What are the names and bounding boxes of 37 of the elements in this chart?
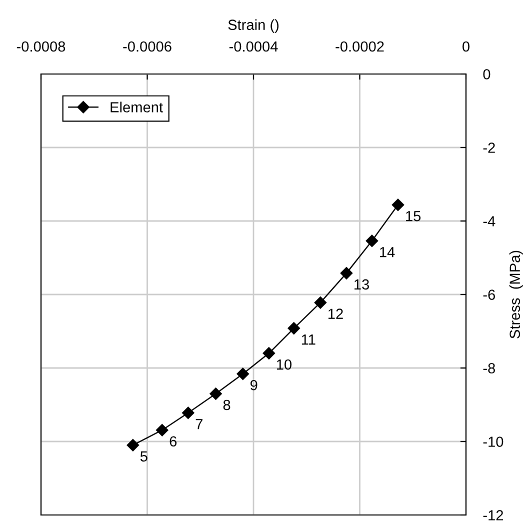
annotation: 11: [302, 334, 316, 345]
y-tick-label: -4: [483, 216, 496, 226]
annotation: 5: [140, 451, 148, 462]
y-tick-label: -12: [483, 510, 504, 520]
y-tick-label: -10: [483, 436, 504, 447]
legend-label: Element: [110, 102, 163, 112]
x-tick-label: 0: [462, 41, 470, 52]
point: [210, 388, 222, 400]
annotation: 10: [276, 359, 292, 370]
point: [366, 234, 378, 247]
x-axis-title: Strain (): [228, 19, 279, 33]
annotation: 12: [328, 308, 343, 319]
point: [156, 424, 168, 436]
annotation: 9: [250, 380, 258, 390]
y-tick-label: -8: [483, 363, 495, 374]
x-tick-label: -0.0004: [229, 41, 278, 52]
point: [392, 198, 404, 211]
x-tick-label: -0.0002: [336, 41, 384, 52]
point: [262, 347, 276, 360]
annotation: 15: [406, 211, 421, 222]
point: [182, 406, 194, 419]
y-tick-label: -6: [483, 290, 495, 300]
x-tick-label: -0.0006: [123, 41, 172, 52]
point: [314, 296, 327, 309]
annotation: 8: [223, 400, 230, 410]
point: [126, 439, 140, 452]
annotation: 14: [380, 247, 395, 258]
y-tick-label: -2: [483, 142, 495, 153]
annotation: 7: [196, 419, 202, 430]
y-axis-title: Stress (MPa): [509, 250, 523, 338]
point: [288, 322, 300, 334]
annotation: 6: [170, 436, 177, 447]
y-tick-label: 0: [483, 69, 490, 80]
x-tick-label: -0.0008: [16, 41, 66, 52]
point: [236, 368, 249, 380]
point: [340, 267, 353, 280]
annotation: 13: [354, 279, 369, 290]
